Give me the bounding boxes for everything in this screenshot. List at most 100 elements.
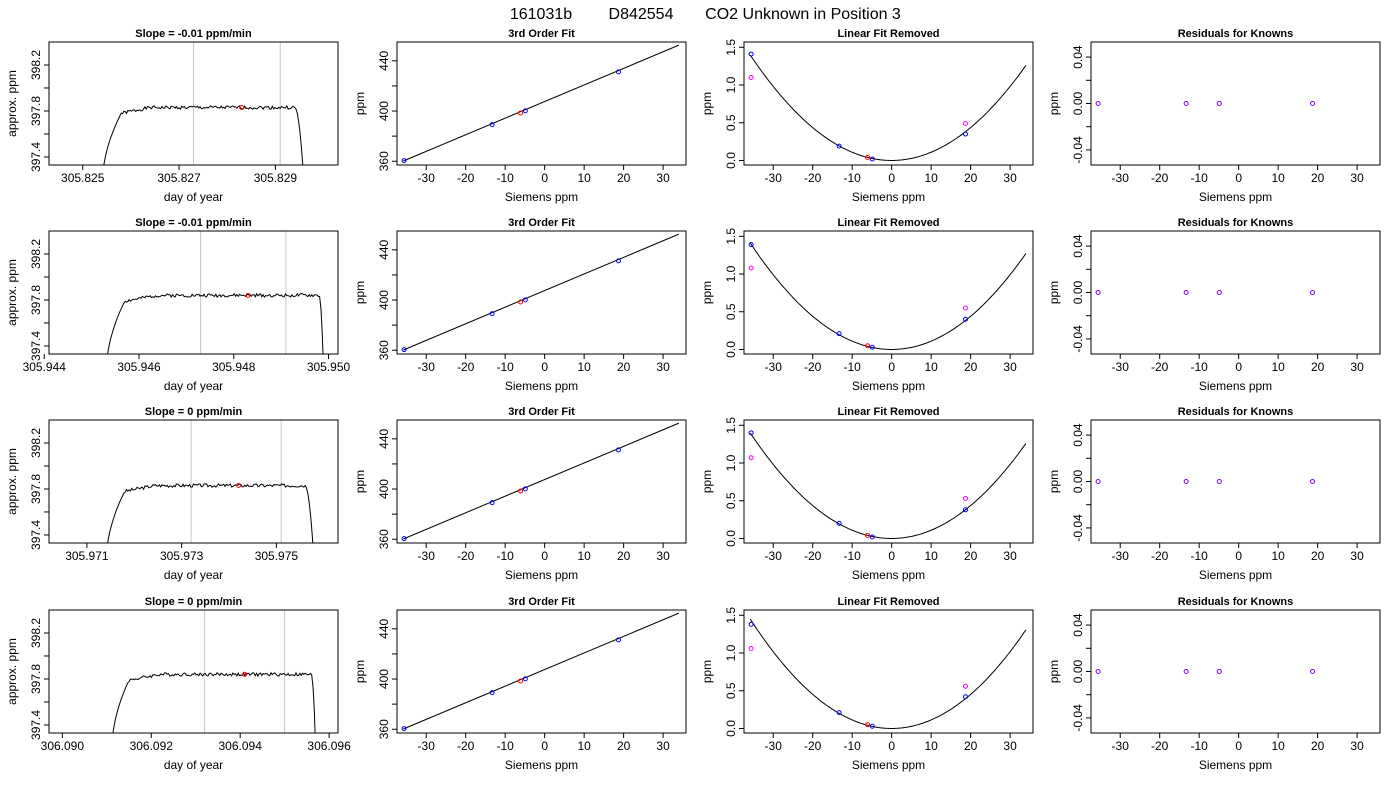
panel-title: 3rd Order Fit (508, 406, 575, 418)
data-point (962, 120, 968, 126)
x-tick-label: 0 (541, 171, 548, 185)
sample-marker (239, 105, 245, 111)
x-tick-label: 0 (1235, 549, 1242, 563)
y-tick-label: 1.5 (724, 417, 738, 434)
data-point (401, 536, 407, 542)
data-point (522, 297, 528, 303)
y-tick-label: -0.04 (1071, 325, 1085, 353)
x-tick-label: 30 (656, 360, 670, 374)
y-tick-label: 0.04 (1071, 45, 1085, 69)
x-tick-label: 20 (964, 360, 978, 374)
y-tick-label: 440 (377, 239, 391, 259)
data-point (748, 74, 754, 80)
x-tick-label: 10 (577, 360, 591, 374)
y-tick-label: 360 (377, 529, 391, 549)
fit-line (403, 612, 680, 730)
x-tick-label: -20 (1151, 549, 1169, 563)
data-point (522, 108, 528, 114)
data-point (1216, 479, 1222, 484)
x-tick-label: 10 (577, 171, 591, 185)
x-tick-label: 20 (1311, 171, 1325, 185)
x-tick-label: 30 (1350, 360, 1364, 374)
x-tick-label: 20 (1311, 549, 1325, 563)
panel-3-3: Residuals for Knowns Siemens ppm ppm -30 -20… (1047, 596, 1381, 772)
panel-0-0: Slope = -0.01 ppm/min day of year approx. … (5, 28, 339, 204)
x-tick-label: 0 (888, 549, 895, 563)
data-point (1309, 479, 1315, 484)
plot-area (1095, 101, 1315, 106)
x-axis-label: Siemens ppm (505, 190, 578, 204)
data-point (748, 242, 754, 248)
data-point (1216, 669, 1222, 674)
data-point (962, 316, 968, 322)
data-point (1095, 669, 1101, 674)
y-axis-label: ppm (353, 281, 367, 304)
x-tick-label: 30 (656, 739, 670, 753)
y-axis-label: ppm (353, 92, 367, 115)
x-tick-label: -30 (418, 171, 436, 185)
x-tick-label: -20 (1151, 739, 1169, 753)
y-tick-label: 440 (377, 428, 391, 448)
x-axis-label: Siemens ppm (852, 190, 925, 204)
x-tick-label: 10 (1271, 739, 1285, 753)
y-tick-label: 397.8 (29, 474, 43, 504)
data-point (962, 683, 968, 689)
y-tick-label: 397.4 (29, 520, 43, 550)
plot-area (401, 44, 680, 164)
y-axis-label: ppm (700, 92, 714, 115)
y-tick-label: 360 (377, 719, 391, 739)
data-point (1095, 101, 1101, 106)
data-point (962, 694, 968, 700)
data-point (401, 158, 407, 164)
x-tick-label: 0 (888, 171, 895, 185)
panel-title: Linear Fit Removed (837, 217, 939, 229)
figure-title: 161031b D842554 CO2 Unknown in Position … (510, 6, 901, 23)
x-tick-label: -30 (1112, 171, 1130, 185)
sample-marker (236, 483, 242, 489)
panel-title: Slope = 0 ppm/min (145, 596, 243, 608)
y-tick-label: 1.5 (724, 607, 738, 624)
panel-title: Residuals for Knowns (1178, 406, 1294, 418)
y-axis-label: ppm (700, 281, 714, 304)
x-tick-label: 10 (924, 549, 938, 563)
x-tick-label: -10 (497, 549, 515, 563)
y-tick-label: 0.5 (724, 682, 738, 699)
x-tick-label: 20 (1311, 739, 1325, 753)
x-tick-label: 30 (1003, 360, 1017, 374)
data-point (836, 520, 842, 526)
panel-0-1: 3rd Order Fit Siemens ppm ppm -30 -20 -10 0 10 2… (353, 28, 687, 204)
y-tick-label: 0.00 (1071, 469, 1085, 493)
panel-title: Slope = -0.01 ppm/min (135, 217, 252, 229)
y-tick-label: 440 (377, 618, 391, 638)
x-tick-label: 0 (888, 360, 895, 374)
x-tick-label: -20 (804, 360, 822, 374)
panel-title: Slope = 0 ppm/min (145, 406, 243, 418)
panel-1-3: Residuals for Knowns Siemens ppm ppm -30 -20… (1047, 217, 1381, 393)
data-point (615, 447, 621, 453)
panel-title: Linear Fit Removed (837, 28, 939, 40)
data-point (615, 69, 621, 75)
x-axis-label: Siemens ppm (852, 758, 925, 772)
x-tick-label: 30 (1350, 171, 1364, 185)
x-tick-label: 306.092 (130, 739, 174, 753)
panel-1-2: Linear Fit Removed Siemens ppm ppm -30 -20 -1… (700, 217, 1034, 393)
x-tick-label: 10 (1271, 360, 1285, 374)
y-axis-label: approx. ppm (5, 70, 19, 137)
x-tick-label: 305.944 (23, 360, 67, 374)
x-tick-label: -30 (418, 360, 436, 374)
panel-3-1: 3rd Order Fit Siemens ppm ppm -30 -20 -10 0 10 2… (353, 596, 687, 772)
x-tick-label: 305.971 (65, 549, 109, 563)
x-tick-label: -20 (1151, 360, 1169, 374)
x-tick-label: -10 (497, 360, 515, 374)
fit-curve (749, 242, 1027, 350)
plot-frame (743, 419, 1034, 544)
data-point (962, 507, 968, 513)
x-tick-label: 305.950 (307, 360, 351, 374)
panel-2-2: Linear Fit Removed Siemens ppm ppm -30 -20 -1… (700, 406, 1034, 582)
sample-marker (242, 671, 248, 677)
fit-curve (749, 432, 1027, 539)
y-axis-label: ppm (1047, 281, 1061, 304)
x-tick-label: -20 (457, 360, 475, 374)
plot-area (1095, 479, 1315, 484)
